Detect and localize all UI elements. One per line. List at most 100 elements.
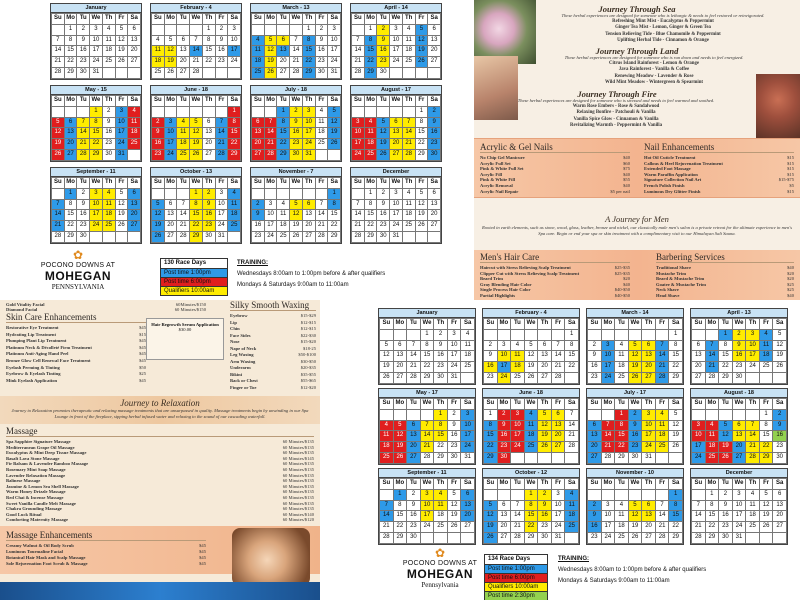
training-bottom: TRAINING: Wednesdays 8:00am to 1:00pm bef… [558,554,798,600]
day-cell: 6 [427,23,441,36]
facials-list: Gold Vitality Facial 60Minutes/$150 Diamon… [6,302,206,312]
menu-item-price: 60 Minutes/$140 [282,511,314,517]
menu-item-name: Beard Trim [480,276,503,282]
menu-item-name: Back or Chest [230,378,258,383]
day-cell: 14 [51,45,65,58]
day-cell: 16 [251,220,265,232]
day-cell: 28 [379,531,394,544]
day-cell: 27 [691,371,706,384]
day-cell: 7 [401,116,416,129]
day-cell [76,105,91,118]
day-cell: 18 [363,138,378,150]
day-cell [227,230,241,243]
day-cell: 20 [127,45,141,58]
day-cell: 4 [276,198,291,211]
day-cell: 24 [327,56,341,68]
menu-item-price: $40 [623,182,630,188]
day-cell [176,23,191,36]
menu-item-price: $45 [199,555,206,560]
day-cell: 30 [627,451,643,464]
month-calendar: September - 11 Su Mo Tu We Th Fr Sa 1 2 3 4 5 6 7 8 9 10 1… [50,167,142,244]
day-cell: 25 [654,441,670,453]
menu-item: Fir Balsam & Lavender Bamboo Massage 60 M… [6,461,314,467]
nail-enh-title: Nail Enhancements [644,142,794,153]
day-cell: 12 [392,430,408,443]
day-cell: 1 [392,488,408,501]
menu-item: Neck Shave $25 [656,287,794,293]
pocono-logo-top: ✿ POCONO DOWNS AT MOHEGAN PENNSYLVANIA [18,248,138,291]
menu-item: French Polish Finish $5 [644,183,794,189]
day-cell: 9 [496,419,512,432]
menu-item-price: 60 Minutes/$120 [282,517,314,523]
month-title: December [691,469,787,478]
day-cell [414,230,429,243]
weekday-header: Th [401,95,416,107]
day-cell: 6 [772,488,787,501]
day-cell: 17 [731,510,747,523]
day-cell: 4 [614,499,629,512]
day-cell: 10 [446,339,462,352]
month-title: August - 18 [691,389,787,398]
menu-item-name: Gold Vitality Facial [6,302,45,307]
day-cell: 14 [654,350,670,363]
weekday-header: Su [691,398,706,410]
day-cell: 8 [419,339,435,352]
day-cell: 22 [433,441,448,453]
day-cell: 7 [379,499,394,512]
day-cell: 3 [227,23,241,36]
weekday-header: We [419,478,435,490]
weekday-header: Fr [550,398,566,410]
day-cell: 22 [201,56,216,68]
day-cell: 14 [704,350,720,363]
weekday-header: Th [745,318,760,330]
day-cell: 17 [550,510,566,523]
day-cell: 6 [127,187,141,200]
day-cell: 14 [654,510,670,523]
day-cell [745,408,760,421]
menu-item-name: Creamy Walnut & Oil Body Scrub [6,543,74,548]
day-cell: 27 [276,66,291,79]
day-cell: 26 [414,220,429,232]
day-cell: 18 [614,521,629,533]
menu-item-price: 60 Minutes/$135 [282,472,314,478]
day-cell [227,66,241,79]
day-cell: 30 [314,66,329,79]
month-title: November - 7 [251,168,341,177]
menu-item-price: 60 Minutes/$135 [282,483,314,489]
day-cell: 24 [351,148,365,161]
menu-item-name: Jasmine & Lemon Sea Shell Massage [6,483,79,489]
day-cell: 5 [758,488,774,501]
men-desc: Rooted in earth elements, such as stone,… [481,225,793,236]
day-cell: 6 [127,23,141,36]
weekday-header: Th [101,13,116,25]
weekday-header: We [89,13,103,25]
day-cell: 26 [668,441,683,453]
day-cell: 17 [419,510,435,523]
menu-item: Gold Vitality Facial 60Minutes/$150 [6,302,206,307]
menu-item: Bikini $35-$55 [230,372,316,379]
day-cell: 3 [745,328,760,341]
day-cell: 17 [214,209,229,222]
day-cell: 5 [483,499,498,512]
day-cell: 18 [460,350,475,363]
day-cell [51,187,65,200]
day-cell: 30 [76,66,91,79]
day-cell: 17 [114,127,129,140]
day-cell [379,408,394,421]
menu-item-name: Mink Eyelash Application [6,377,58,383]
menu-item-name: Red Chai & Incense Massage [6,494,64,500]
month-title: April - 14 [351,4,441,13]
menu-item-price: $45 [139,377,146,383]
day-cell: 10 [89,198,103,211]
menu-item-price: $45 [199,543,206,548]
weekday-header: We [289,177,303,189]
day-cell: 12 [327,116,341,129]
weekday-header: Tu [76,95,91,107]
day-cell: 17 [496,361,512,373]
month-calendar: May - 17 Su Mo Tu We Th Fr Sa 1 2 3 4 5 6 7 8 9 10 11 12 13 1… [378,388,476,465]
day-cell [510,488,525,501]
weekday-header: We [731,318,747,330]
day-cell: 23 [537,521,552,533]
day-cell: 3 [550,488,566,501]
menu-item: Diamond Facial 60 Minutes/$150 [6,307,206,312]
